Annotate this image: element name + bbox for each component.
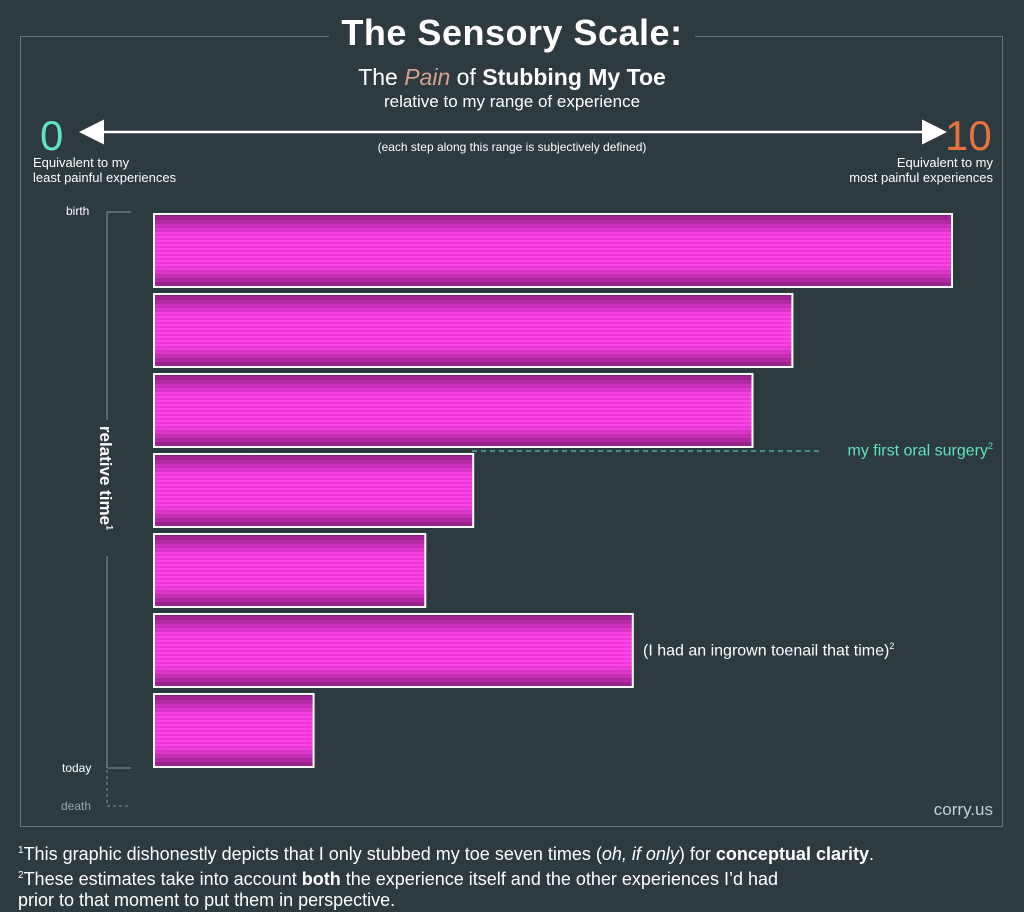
annotation-ingrown-sup: 2 (889, 641, 895, 651)
bar-outline (153, 213, 953, 288)
scale-max-desc-line1: Equivalent to my (896, 155, 993, 170)
bar-outline (153, 693, 315, 768)
time-end-label: today (62, 761, 92, 775)
bar-outline (153, 453, 475, 528)
chart-title: The Sensory Scale: (329, 12, 695, 54)
bar-2 (153, 293, 794, 368)
scale-max-label: 10 (945, 112, 992, 159)
footnote-2-bold: both (301, 869, 341, 889)
time-start-label: birth (66, 204, 90, 218)
annotation-oral-surgery-sup: 2 (987, 441, 993, 451)
footnote-2-b: the experience itself and the other expe… (340, 869, 778, 889)
annotation-ingrown: (I had an ingrown toenail that time)2 (643, 641, 894, 660)
footnote-1-bold: conceptual clarity (715, 844, 869, 864)
footnote-2-sup: 2 (18, 870, 24, 881)
bar-4 (153, 453, 475, 528)
watermark: corry.us (933, 800, 993, 819)
time-axis-label: relative time1 (95, 403, 115, 553)
scale-min-description: Equivalent to my least painful experienc… (33, 155, 176, 185)
scale-max-description: Equivalent to my most painful experience… (849, 155, 993, 185)
footnote-1-a: This graphic dishonestly depicts that I … (23, 844, 602, 864)
time-axis-label-sup: 1 (104, 525, 115, 531)
footnote-1-c: . (868, 844, 874, 864)
footnote-1: 1This graphic dishonestly depicts that I… (18, 840, 874, 865)
bar-outline (153, 533, 427, 608)
annotation-oral-surgery: my first oral surgery2 (848, 441, 993, 460)
time-axis-label-text: relative time (96, 425, 115, 526)
scale-min-desc-line1: Equivalent to my (33, 155, 130, 170)
chart-subtitle-2: relative to my range of experience (383, 92, 641, 111)
chart-subtitle: The Pain of Stubbing My Toe (0, 64, 1024, 91)
annotation-ingrown-text: (I had an ingrown toenail that time) (643, 642, 890, 660)
bar-outline (153, 373, 754, 448)
bar-group (153, 213, 953, 768)
footnote-1-b: ) for (678, 844, 716, 864)
footnotes: 1This graphic dishonestly depicts that I… (18, 840, 874, 911)
subtitle-prefix: The (358, 64, 405, 90)
subtitle-emphasis: Pain (404, 64, 451, 90)
footnote-2-continued: prior to that moment to put them in pers… (18, 890, 396, 910)
subtitle-bold: Stubbing My Toe (482, 64, 666, 90)
bar-7 (153, 693, 315, 768)
bar-1 (153, 213, 953, 288)
bar-6 (153, 613, 634, 688)
bar-3 (153, 373, 754, 448)
footnote-2: 2These estimates take into account both … (18, 865, 874, 890)
annotation-oral-surgery-text: my first oral surgery (847, 442, 988, 460)
footnote-2-a: These estimates take into account (23, 869, 302, 889)
subtitle-middle: of (450, 64, 483, 90)
bar-5 (153, 533, 427, 608)
scale-min-desc-line2: least painful experiences (33, 170, 177, 185)
time-beyond-label: death (61, 799, 92, 813)
scale-max-desc-line2: most painful experiences (849, 170, 993, 185)
footnote-1-italic: oh, if only (601, 844, 679, 864)
bar-outline (153, 293, 794, 368)
footnote-1-sup: 1 (18, 845, 24, 856)
scale-min-label: 0 (40, 112, 64, 159)
bar-outline (153, 613, 634, 688)
